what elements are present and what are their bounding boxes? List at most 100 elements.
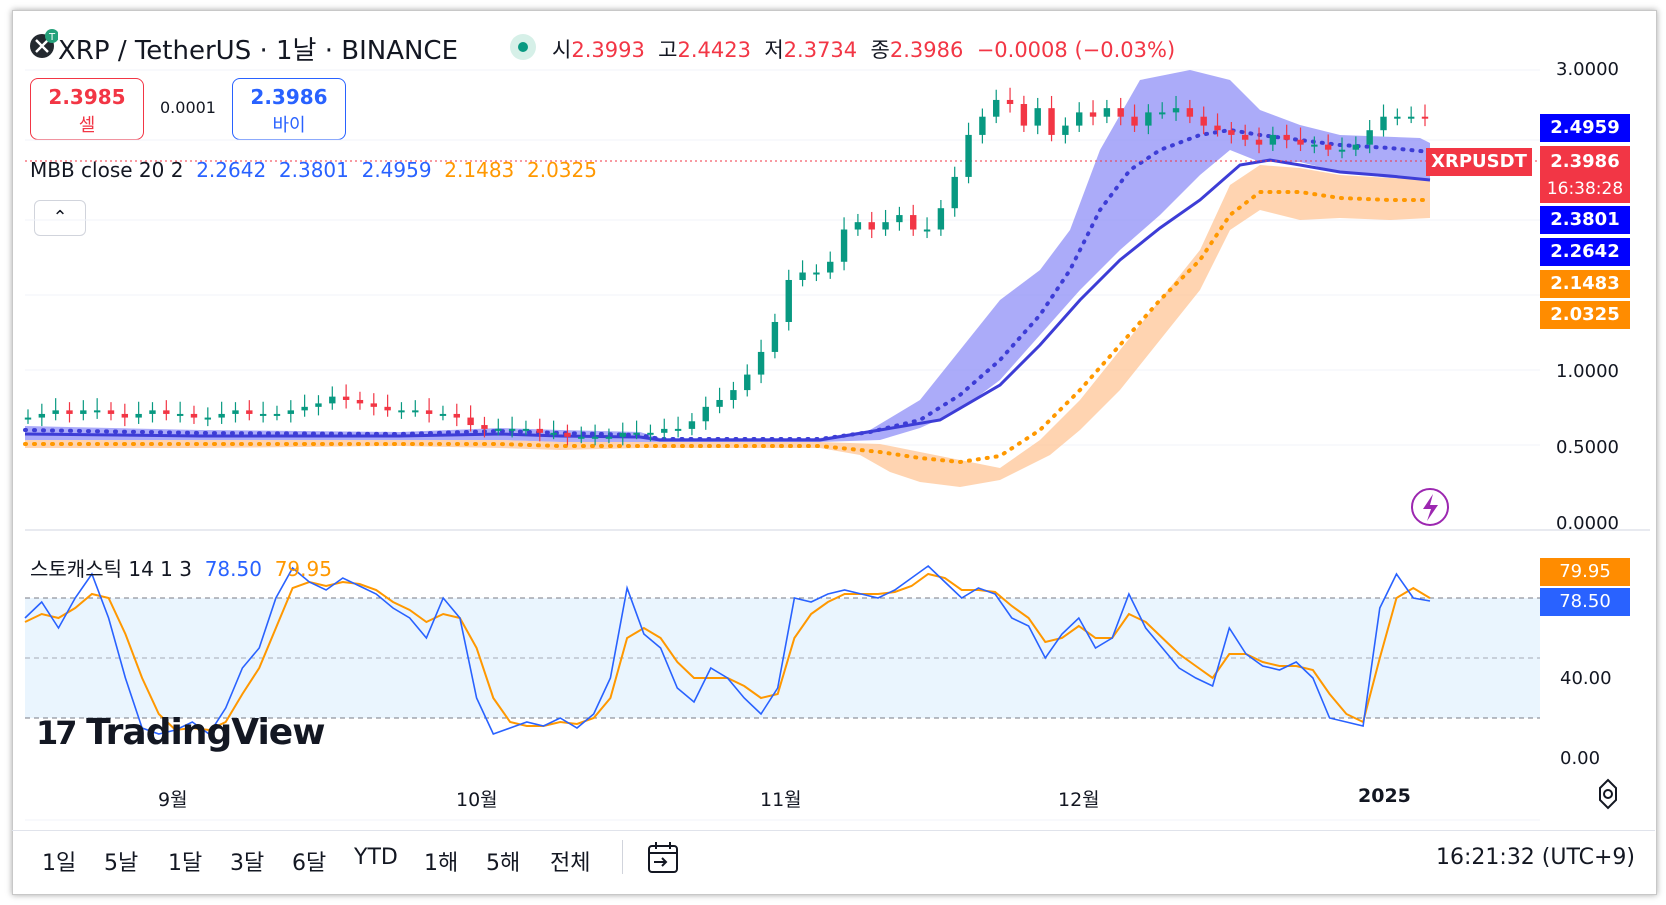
candle-body	[425, 410, 433, 414]
range-6m-button[interactable]: 6달	[292, 851, 327, 876]
candle-body	[107, 410, 115, 414]
candle-body	[647, 432, 654, 435]
mbb-mid-tag: 2.2642	[1540, 238, 1630, 266]
range-1d-button[interactable]: 1일	[42, 851, 77, 876]
candle-body	[467, 417, 474, 426]
candle-body	[93, 410, 101, 413]
candle-body	[744, 374, 751, 391]
range-ytd-button[interactable]: YTD	[354, 845, 398, 870]
candle-body	[149, 410, 156, 414]
candle-body	[979, 116, 986, 135]
tradingview-logo[interactable]: 𝟭𝟳 TradingView	[36, 712, 325, 753]
collapse-legend-button[interactable]: ⌃	[34, 200, 86, 236]
last-price-tag: 2.3986	[1540, 146, 1630, 178]
candle-body	[910, 215, 917, 230]
candle-body	[315, 403, 322, 407]
candle-body	[398, 410, 405, 413]
candle-body	[993, 99, 1000, 117]
candle-body	[674, 428, 682, 431]
candle-body	[1076, 112, 1083, 126]
candle-body	[453, 413, 460, 418]
mbb-lower2-tag: 2.0325	[1540, 301, 1630, 329]
spread-value: 0.0001	[160, 98, 216, 117]
candle-body	[287, 410, 295, 414]
candle-body	[688, 421, 696, 429]
candle-body	[1006, 99, 1014, 105]
candle-body	[481, 425, 488, 429]
candle-body	[1158, 112, 1166, 115]
candle-body	[522, 428, 530, 431]
candle-body	[868, 222, 875, 230]
candle-body	[1394, 116, 1401, 119]
candle-body	[591, 436, 599, 439]
candle-body	[273, 413, 281, 416]
candle-body	[771, 321, 779, 352]
candle-body	[218, 413, 225, 418]
time-tick: 12월	[1058, 789, 1100, 811]
candle-body	[716, 399, 723, 407]
stoch-legend[interactable]: 스토캐스틱 14 1 3 78.50 79.95	[30, 557, 332, 581]
candle-body	[204, 417, 212, 420]
candle-body	[854, 222, 862, 230]
range-all-button[interactable]: 전체	[550, 851, 591, 876]
candle-body	[1311, 144, 1318, 147]
clock-timezone[interactable]: 16:21:32 (UTC+9)	[1436, 845, 1636, 870]
candle-body	[384, 406, 391, 411]
symbol-title[interactable]: XRP / TetherUS · 1날 · BINANCE	[58, 36, 459, 66]
candle-body	[937, 208, 945, 230]
candle-body	[1407, 116, 1415, 119]
time-tick: 11월	[760, 789, 802, 811]
candle-body	[536, 428, 543, 433]
change-value: −0.0008 (−0.03%)	[976, 38, 1176, 62]
mbb-lower-dots	[23, 190, 1432, 465]
mbb-basis-line	[24, 158, 1431, 442]
candle-body	[342, 396, 350, 400]
candle-body	[1297, 139, 1304, 145]
candle-body	[1186, 108, 1194, 117]
range-3m-button[interactable]: 3달	[230, 851, 265, 876]
lightning-icon[interactable]	[1411, 488, 1449, 526]
candle-body	[730, 390, 737, 400]
candle-body	[1228, 130, 1235, 135]
candle-body	[1048, 108, 1055, 135]
footer-divider	[12, 830, 1655, 831]
mbb-upper-tag: 2.4959	[1540, 114, 1630, 142]
time-tick: 10월	[456, 789, 498, 811]
candle-body	[1145, 112, 1152, 126]
price-tick: 0.0000	[1556, 513, 1619, 534]
time-tick: 2025	[1358, 785, 1411, 807]
candle-body	[757, 351, 765, 375]
candle-body	[1103, 108, 1111, 117]
calendar-goto-icon[interactable]	[646, 840, 682, 876]
gear-icon[interactable]	[1599, 778, 1617, 810]
svg-text:T: T	[48, 32, 56, 43]
candles-group	[24, 87, 1429, 446]
candle-body	[923, 229, 931, 232]
mbb-upper-dots	[23, 127, 1432, 441]
mbb-legend[interactable]: MBB close 20 2 2.2642 2.3801 2.4959 2.14…	[30, 158, 597, 182]
time-tick: 9월	[158, 789, 188, 811]
candle-body	[356, 399, 364, 404]
range-1y-button[interactable]: 1해	[424, 851, 459, 876]
buy-button[interactable]: 2.3986 바이	[232, 78, 346, 140]
candle-body	[633, 432, 640, 435]
candle-body	[80, 410, 87, 414]
candle-body	[1241, 134, 1249, 140]
candle-body	[52, 410, 59, 414]
candle-body	[1089, 112, 1097, 117]
range-5d-button[interactable]: 5날	[104, 851, 139, 876]
xrp-logo-icon: T	[30, 29, 58, 58]
candle-body	[827, 261, 834, 273]
stoch-d-tag: 79.95	[1540, 558, 1630, 586]
candle-body	[896, 215, 903, 223]
candle-body	[1338, 149, 1346, 152]
sell-button[interactable]: 2.3985 셀	[30, 78, 144, 140]
stoch-tick: 40.00	[1560, 668, 1612, 689]
range-1m-button[interactable]: 1달	[168, 851, 203, 876]
range-5y-button[interactable]: 5해	[486, 851, 521, 876]
candle-body	[813, 272, 820, 275]
stoch-k-line	[24, 564, 1431, 736]
candle-body	[951, 176, 958, 209]
market-status-icon[interactable]	[510, 34, 536, 60]
